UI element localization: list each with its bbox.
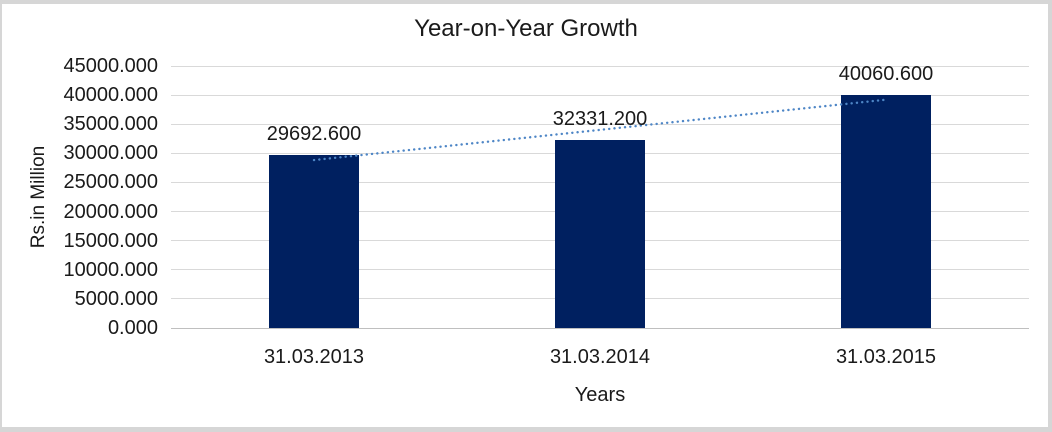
frame-border-left [0, 0, 2, 432]
y-tick-label: 10000.000 [63, 258, 158, 281]
frame-border-top [0, 0, 1052, 4]
y-tick-label: 45000.000 [63, 55, 158, 77]
y-axis-title: Rs.in Million [28, 145, 49, 249]
x-tick-label: 31.03.2014 [549, 346, 651, 368]
gridline [171, 65, 1029, 67]
frame-border-right [1048, 0, 1052, 432]
gridline [171, 94, 1029, 96]
y-tick-label: 20000.000 [63, 200, 158, 223]
bar-31.03.2014 [555, 139, 645, 328]
y-tick-label: 35000.000 [63, 113, 158, 136]
y-tick-label: 40000.000 [63, 84, 158, 107]
bar-value-label: 40060.600 [838, 62, 934, 85]
y-tick-label: 25000.000 [63, 171, 158, 194]
y-tick-label: 5000.000 [74, 287, 158, 310]
chart-title: Year-on-Year Growth [414, 15, 638, 42]
x-tick-label: 31.03.2013 [263, 346, 365, 368]
bar-31.03.2013 [269, 155, 359, 328]
y-tick-label: 0.000 [107, 317, 158, 339]
bar-value-label: 29692.600 [266, 123, 362, 146]
frame-border-bottom [0, 427, 1052, 432]
bar-31.03.2015 [841, 94, 931, 328]
x-axis-line [171, 327, 1029, 329]
y-tick-label: 15000.000 [63, 229, 158, 252]
x-axis-title: Years [574, 384, 626, 406]
x-tick-label: 31.03.2015 [835, 346, 937, 368]
y-tick-label: 30000.000 [63, 142, 158, 165]
bar-value-label: 32331.200 [552, 107, 648, 130]
